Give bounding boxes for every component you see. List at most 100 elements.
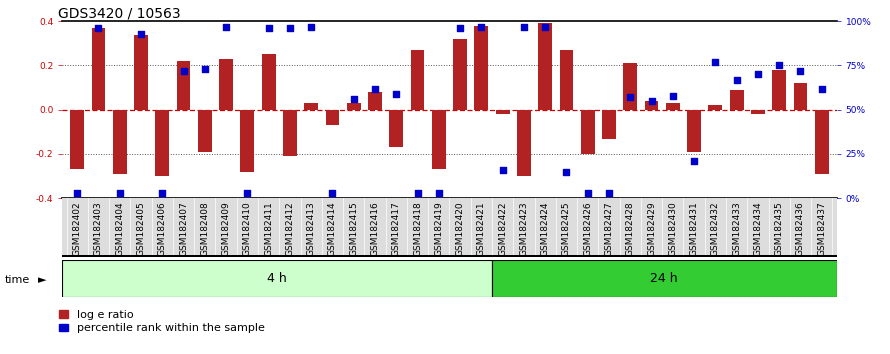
Point: [92, 25, 106, 31]
Point: [176, 68, 190, 74]
Point: [304, 24, 319, 29]
Text: GSM182432: GSM182432: [711, 201, 720, 256]
Text: GSM182429: GSM182429: [647, 201, 656, 256]
Point: [687, 158, 701, 164]
Text: time: time: [4, 275, 29, 285]
Point: [793, 68, 807, 74]
Point: [198, 66, 212, 72]
Text: GSM182403: GSM182403: [94, 201, 103, 256]
Point: [262, 25, 276, 31]
Bar: [389, 110, 403, 147]
Point: [283, 25, 297, 31]
Bar: [474, 26, 489, 110]
Point: [453, 25, 467, 31]
Bar: [432, 110, 446, 170]
Point: [751, 72, 765, 77]
Text: GSM182420: GSM182420: [456, 201, 465, 256]
Bar: [751, 110, 765, 114]
Bar: [730, 90, 743, 110]
Bar: [517, 110, 530, 176]
Text: GSM182421: GSM182421: [477, 201, 486, 256]
Text: GSM182433: GSM182433: [732, 201, 741, 256]
Text: GSM182424: GSM182424: [540, 201, 550, 256]
Bar: [496, 110, 510, 114]
Point: [326, 190, 340, 196]
Bar: [773, 70, 786, 110]
Bar: [219, 59, 233, 110]
Bar: [262, 55, 276, 110]
Text: GSM182410: GSM182410: [243, 201, 252, 256]
Bar: [815, 110, 829, 174]
Text: GSM182409: GSM182409: [222, 201, 231, 256]
Point: [389, 91, 403, 97]
Bar: [92, 28, 105, 110]
Point: [772, 63, 786, 68]
Point: [219, 24, 233, 29]
Text: GSM182416: GSM182416: [370, 201, 379, 256]
Point: [240, 190, 255, 196]
Point: [644, 98, 659, 104]
Bar: [666, 103, 680, 110]
Text: GSM182408: GSM182408: [200, 201, 209, 256]
Text: GSM182431: GSM182431: [690, 201, 699, 256]
Bar: [410, 50, 425, 110]
Point: [155, 190, 169, 196]
Point: [730, 77, 744, 82]
Point: [708, 59, 723, 65]
Bar: [176, 61, 190, 110]
Text: GSM182419: GSM182419: [434, 201, 443, 256]
Text: GSM182415: GSM182415: [349, 201, 359, 256]
Point: [70, 190, 85, 196]
Bar: [198, 110, 212, 152]
Point: [496, 167, 510, 173]
Bar: [156, 110, 169, 176]
Text: GSM182434: GSM182434: [754, 201, 763, 256]
Bar: [708, 105, 723, 110]
Text: GSM182407: GSM182407: [179, 201, 188, 256]
Bar: [560, 50, 573, 110]
Point: [432, 190, 446, 196]
Bar: [62, 260, 492, 297]
Point: [602, 190, 616, 196]
Bar: [326, 110, 339, 125]
Text: GSM182426: GSM182426: [583, 201, 592, 256]
Point: [666, 93, 680, 98]
Text: GSM182405: GSM182405: [136, 201, 145, 256]
Point: [623, 95, 637, 100]
Bar: [492, 260, 837, 297]
Bar: [304, 103, 318, 110]
Bar: [134, 34, 148, 110]
Text: GSM182428: GSM182428: [626, 201, 635, 256]
Bar: [347, 103, 360, 110]
Text: GSM182430: GSM182430: [668, 201, 677, 256]
Text: GSM182404: GSM182404: [115, 201, 125, 256]
Point: [538, 24, 553, 29]
Text: GSM182425: GSM182425: [562, 201, 571, 256]
Text: GDS3420 / 10563: GDS3420 / 10563: [59, 6, 181, 20]
Text: 24 h: 24 h: [651, 272, 678, 285]
Text: GSM182417: GSM182417: [392, 201, 401, 256]
Bar: [283, 110, 297, 156]
Legend: log e ratio, percentile rank within the sample: log e ratio, percentile rank within the …: [59, 310, 264, 333]
Point: [580, 190, 595, 196]
Text: GSM182412: GSM182412: [286, 201, 295, 256]
Point: [368, 86, 382, 91]
Bar: [581, 110, 595, 154]
Bar: [113, 110, 126, 174]
Bar: [794, 83, 807, 110]
Text: GSM182402: GSM182402: [73, 201, 82, 256]
Text: GSM182414: GSM182414: [328, 201, 337, 256]
Point: [346, 96, 360, 102]
Point: [559, 169, 573, 175]
Text: GSM182411: GSM182411: [264, 201, 273, 256]
Bar: [368, 92, 382, 110]
Text: 4 h: 4 h: [267, 272, 287, 285]
Bar: [687, 110, 701, 152]
Text: GSM182427: GSM182427: [604, 201, 613, 256]
Bar: [453, 39, 467, 110]
Bar: [602, 110, 616, 138]
Text: GSM182406: GSM182406: [158, 201, 166, 256]
Point: [517, 24, 531, 29]
Bar: [623, 63, 637, 110]
Bar: [240, 110, 255, 172]
